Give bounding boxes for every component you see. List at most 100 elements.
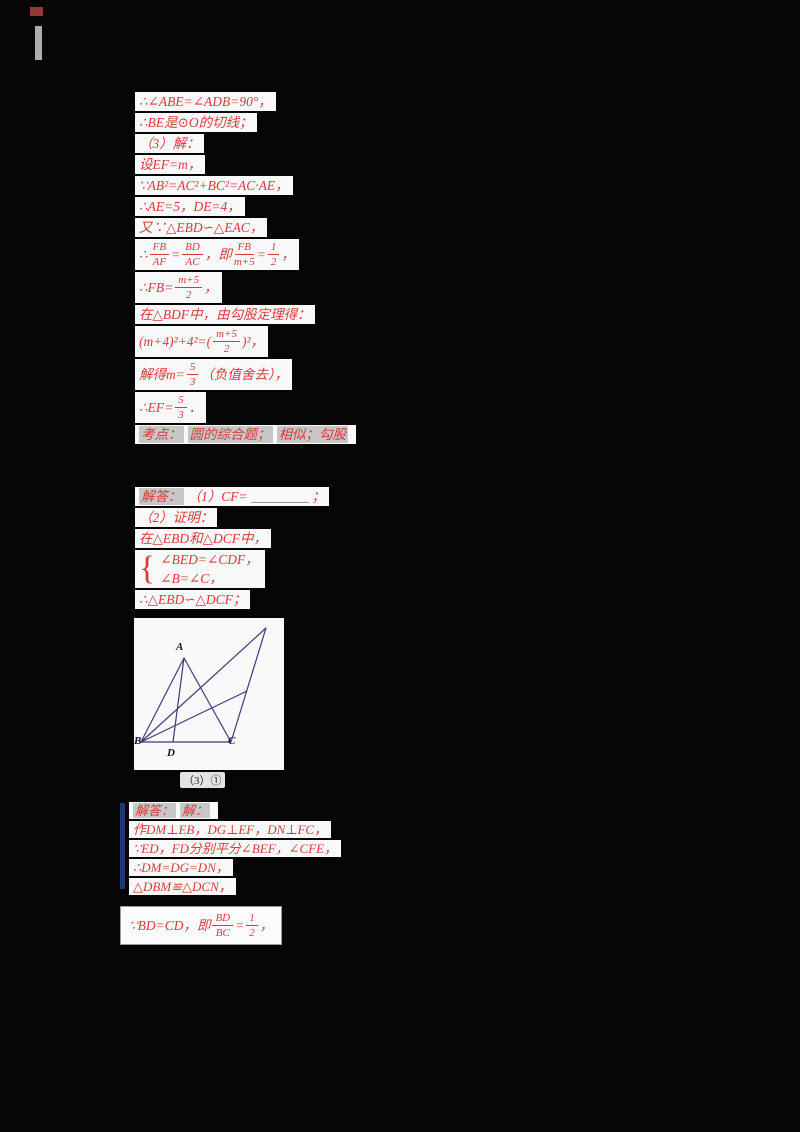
math-text: ∴DM=DG=DN， [133, 860, 229, 875]
keypoints-line: 考点： 圆的综合题； 相似；勾股 [135, 425, 356, 444]
math-text: （2）证明： [139, 510, 214, 525]
fraction: BD BC [212, 912, 234, 939]
math-line: ∴∠ABE=∠ADB=90°， [135, 92, 276, 111]
boxed-statement-block: ∵BD=CD，即 BD BC = 1 2 ， [120, 906, 283, 945]
math-text: 又∵△EBD∽△EAC， [139, 220, 264, 235]
solution-part31-block: 解答： 解： 作DM⊥EB，DG⊥EF，DN⊥FC， ∵ED，FD分别平分∠BE… [129, 802, 342, 897]
math-text: )²， [242, 334, 265, 349]
answer-line: 解答： （1）CF= ； [135, 487, 330, 506]
math-text: ∴∠ABE=∠ADB=90°， [139, 94, 272, 109]
figure-label-b: B [134, 735, 142, 747]
math-text: ∴AE=5，DE=4， [139, 199, 241, 214]
math-text: ∵ED，FD分别平分∠BEF，∠CFE， [133, 841, 338, 856]
math-text: ，即 [204, 247, 232, 262]
math-text: ， [204, 280, 218, 295]
math-line: ∴△EBD∽△DCF； [135, 590, 251, 609]
math-line: 在△EBD和△DCF中， [135, 529, 272, 548]
geometry-figure: A B C D [134, 618, 284, 770]
fraction-denominator: 3 [178, 409, 184, 421]
fraction: FB AF [149, 241, 170, 268]
boxed-math-line: ∵BD=CD，即 BD BC = 1 2 ， [120, 906, 283, 945]
math-text: = [235, 918, 245, 933]
math-text: （负值舍去）， [200, 367, 289, 382]
fraction-denominator: m+5 [233, 256, 255, 268]
fraction-numerator: FB [234, 241, 254, 255]
equation-system: { ∠BED=∠CDF， ∠B=∠C， [135, 550, 265, 588]
math-text: ， [281, 247, 295, 262]
math-text: = [171, 247, 181, 262]
fraction-numerator: 5 [186, 361, 199, 375]
fraction-denominator: 2 [223, 343, 230, 355]
answer-label: 解答： [133, 803, 177, 818]
math-text: ． [188, 400, 203, 415]
keypoints-topic: 圆的综合题； [187, 426, 273, 443]
figure-label-a: A [176, 641, 184, 653]
equation-system-lines: ∠BED=∠CDF， ∠B=∠C， [158, 550, 260, 588]
fraction-numerator: BD [182, 241, 203, 255]
figure-lines [140, 627, 267, 743]
math-line: ∴DM=DG=DN， [129, 859, 233, 876]
fraction-numerator: BD [212, 912, 234, 926]
fraction: 5 3 [186, 361, 199, 388]
fraction: m+5 2 [213, 328, 241, 355]
math-text: ∠B=∠C， [160, 571, 223, 586]
figure-label-c: C [228, 735, 236, 747]
math-line: 又∵△EBD∽△EAC， [135, 218, 268, 237]
math-line: ∴ FB AF = BD AC ，即 FB m+5 = 1 2 ， [135, 239, 299, 270]
math-text: 解得m= [139, 367, 185, 382]
math-line: ∴BE是⊙O的切线； [135, 113, 257, 132]
math-text: ， [259, 918, 274, 933]
answer-label: 解答： [139, 488, 184, 505]
figure-label-d: D [167, 747, 175, 759]
math-text: 在△BDF中，由勾股定理得： [139, 307, 311, 322]
fraction-numerator: 1 [246, 912, 258, 926]
figure-caption: （3）① [180, 772, 225, 788]
fraction-numerator: 5 [175, 394, 187, 408]
math-line: ∴EF= 5 3 ． [135, 392, 207, 423]
fraction-denominator: AF [152, 256, 167, 268]
fraction-denominator: 3 [189, 376, 196, 388]
fraction-denominator: BC [215, 927, 230, 939]
math-line: (m+4)²+4²=( m+5 2 )²， [135, 326, 269, 357]
math-line: 设EF=m， [135, 155, 206, 174]
math-text: ∠BED=∠CDF， [160, 552, 259, 567]
math-line: △DBM≌△DCN， [129, 878, 236, 895]
keypoints-label: 考点： [139, 426, 184, 443]
math-text: ∴ [139, 247, 148, 262]
math-text: 作DM⊥EB，DG⊥EF，DN⊥FC， [133, 822, 328, 837]
math-text: (m+4)²+4²=( [139, 334, 212, 349]
math-line: 在△BDF中，由勾股定理得： [135, 305, 315, 324]
math-line: ∴FB= m+5 2 ， [135, 272, 222, 303]
fraction: 1 2 [267, 241, 280, 268]
solution-part12-block: 解答： （1）CF= ； （2）证明： 在△EBD和△DCF中， { ∠BED=… [135, 487, 330, 611]
selection-bar [120, 803, 125, 889]
math-text: ∵BD=CD，即 [129, 918, 211, 933]
math-line: （2）证明： [135, 508, 218, 527]
math-text: （1）CF= [187, 489, 248, 504]
math-line: 解得m= 5 3 （负值舍去）， [135, 359, 293, 390]
fraction-denominator: 2 [270, 256, 277, 268]
answer-blank [250, 491, 309, 503]
math-text: ∵AB²=AC²+BC²=AC·AE， [139, 178, 289, 193]
math-text: = [256, 247, 266, 262]
math-text: ∴△EBD∽△DCF； [139, 592, 247, 607]
math-text: 设EF=m， [139, 157, 202, 172]
brace-glyph: { [139, 550, 156, 587]
fraction-numerator: m+5 [213, 328, 241, 342]
margin-mark [35, 26, 42, 60]
fraction-denominator: AC [185, 256, 200, 268]
math-line: ∴AE=5，DE=4， [135, 197, 245, 216]
math-text: （3）解： [139, 136, 200, 151]
fraction: 1 2 [246, 912, 258, 939]
fraction-numerator: m+5 [175, 274, 203, 288]
math-text: ∴BE是⊙O的切线； [139, 115, 253, 130]
answer-label: 解： [180, 803, 211, 818]
answer-line: 解答： 解： [129, 802, 219, 819]
keypoints-topic: 相似；勾股 [276, 426, 348, 443]
math-line: 作DM⊥EB，DG⊥EF，DN⊥FC， [129, 821, 332, 838]
math-text: 在△EBD和△DCF中， [139, 531, 268, 546]
math-text: △DBM≌△DCN， [133, 879, 232, 894]
math-text: ； [311, 489, 326, 504]
fraction-denominator: 2 [185, 289, 192, 301]
